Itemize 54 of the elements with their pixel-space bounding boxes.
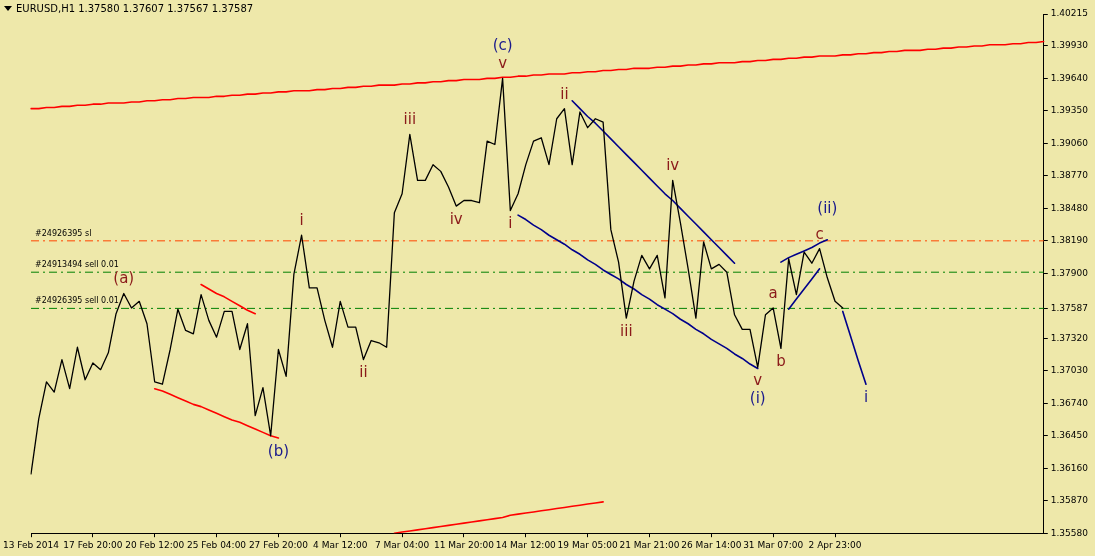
ref-line-label: #24926395 sell 0.01 bbox=[35, 296, 119, 306]
x-tick-label: 21 Mar 21:00 bbox=[619, 539, 680, 550]
x-tick-label: 19 Mar 05:00 bbox=[557, 539, 618, 550]
y-tick-label: 1.39350 bbox=[1050, 105, 1089, 116]
y-tick-label: 1.35870 bbox=[1050, 495, 1089, 506]
x-tick-label: 31 Mar 07:00 bbox=[743, 539, 804, 550]
x-tick-label: 13 Feb 2014 bbox=[3, 539, 60, 550]
x-tick-label: 2 Apr 23:00 bbox=[808, 539, 862, 550]
x-tick-label: 25 Feb 04:00 bbox=[187, 539, 247, 550]
data-label: (a) bbox=[113, 269, 135, 288]
x-tick-label: 27 Feb 20:00 bbox=[248, 539, 309, 550]
data-label: c bbox=[815, 224, 824, 243]
ref-line-label: #24926395 sl bbox=[35, 228, 92, 238]
y-tick-label: 1.37587 bbox=[1050, 302, 1088, 313]
y-tick-label: 1.36160 bbox=[1050, 462, 1089, 473]
y-tick-label: 1.40215 bbox=[1050, 8, 1088, 19]
y-tick-label: 1.39930 bbox=[1050, 40, 1089, 51]
y-tick-label: 1.35580 bbox=[1050, 527, 1089, 538]
data-label: a bbox=[768, 283, 778, 302]
data-label: i bbox=[299, 211, 304, 230]
x-tick-label: 7 Mar 04:00 bbox=[374, 539, 430, 550]
y-tick-label: 1.37320 bbox=[1050, 332, 1089, 343]
chart-title: EURUSD,H1 1.37580 1.37607 1.37567 1.37587 bbox=[16, 3, 254, 14]
data-label: v bbox=[498, 54, 508, 73]
y-tick-label: 1.37900 bbox=[1050, 267, 1089, 278]
x-tick-label: 11 Mar 20:00 bbox=[433, 539, 495, 550]
data-label: i bbox=[863, 388, 869, 407]
x-tick-label: 4 Mar 12:00 bbox=[313, 539, 368, 550]
data-label: (i) bbox=[749, 389, 766, 408]
ref-line-label: #24913494 sell 0.01 bbox=[35, 260, 119, 270]
x-tick-label: 26 Mar 14:00 bbox=[681, 539, 742, 550]
data-label: iii bbox=[620, 322, 633, 341]
data-label: iv bbox=[449, 210, 463, 228]
y-tick-label: 1.36740 bbox=[1050, 397, 1089, 408]
data-label: ii bbox=[560, 84, 569, 103]
data-label: (c) bbox=[492, 36, 513, 55]
data-label: (b) bbox=[267, 441, 290, 460]
x-tick-label: 17 Feb 20:00 bbox=[63, 539, 123, 550]
y-tick-label: 1.37030 bbox=[1050, 365, 1089, 376]
y-tick-label: 1.38480 bbox=[1050, 202, 1089, 213]
data-label: iv bbox=[666, 156, 680, 175]
x-tick-label: 14 Mar 12:00 bbox=[495, 539, 557, 550]
y-tick-label: 1.39640 bbox=[1050, 72, 1089, 83]
y-tick-label: 1.39060 bbox=[1050, 137, 1089, 148]
y-tick-label: 1.36450 bbox=[1050, 430, 1089, 441]
x-tick-label: 20 Feb 12:00 bbox=[125, 539, 185, 550]
data-label: b bbox=[776, 352, 786, 371]
data-label: v bbox=[753, 371, 763, 390]
data-label: (ii) bbox=[817, 198, 838, 217]
y-tick-label: 1.38190 bbox=[1050, 235, 1089, 246]
data-label: ii bbox=[359, 363, 368, 382]
data-label: i bbox=[508, 214, 513, 233]
y-tick-label: 1.38770 bbox=[1050, 170, 1089, 181]
data-label: iii bbox=[403, 110, 417, 129]
